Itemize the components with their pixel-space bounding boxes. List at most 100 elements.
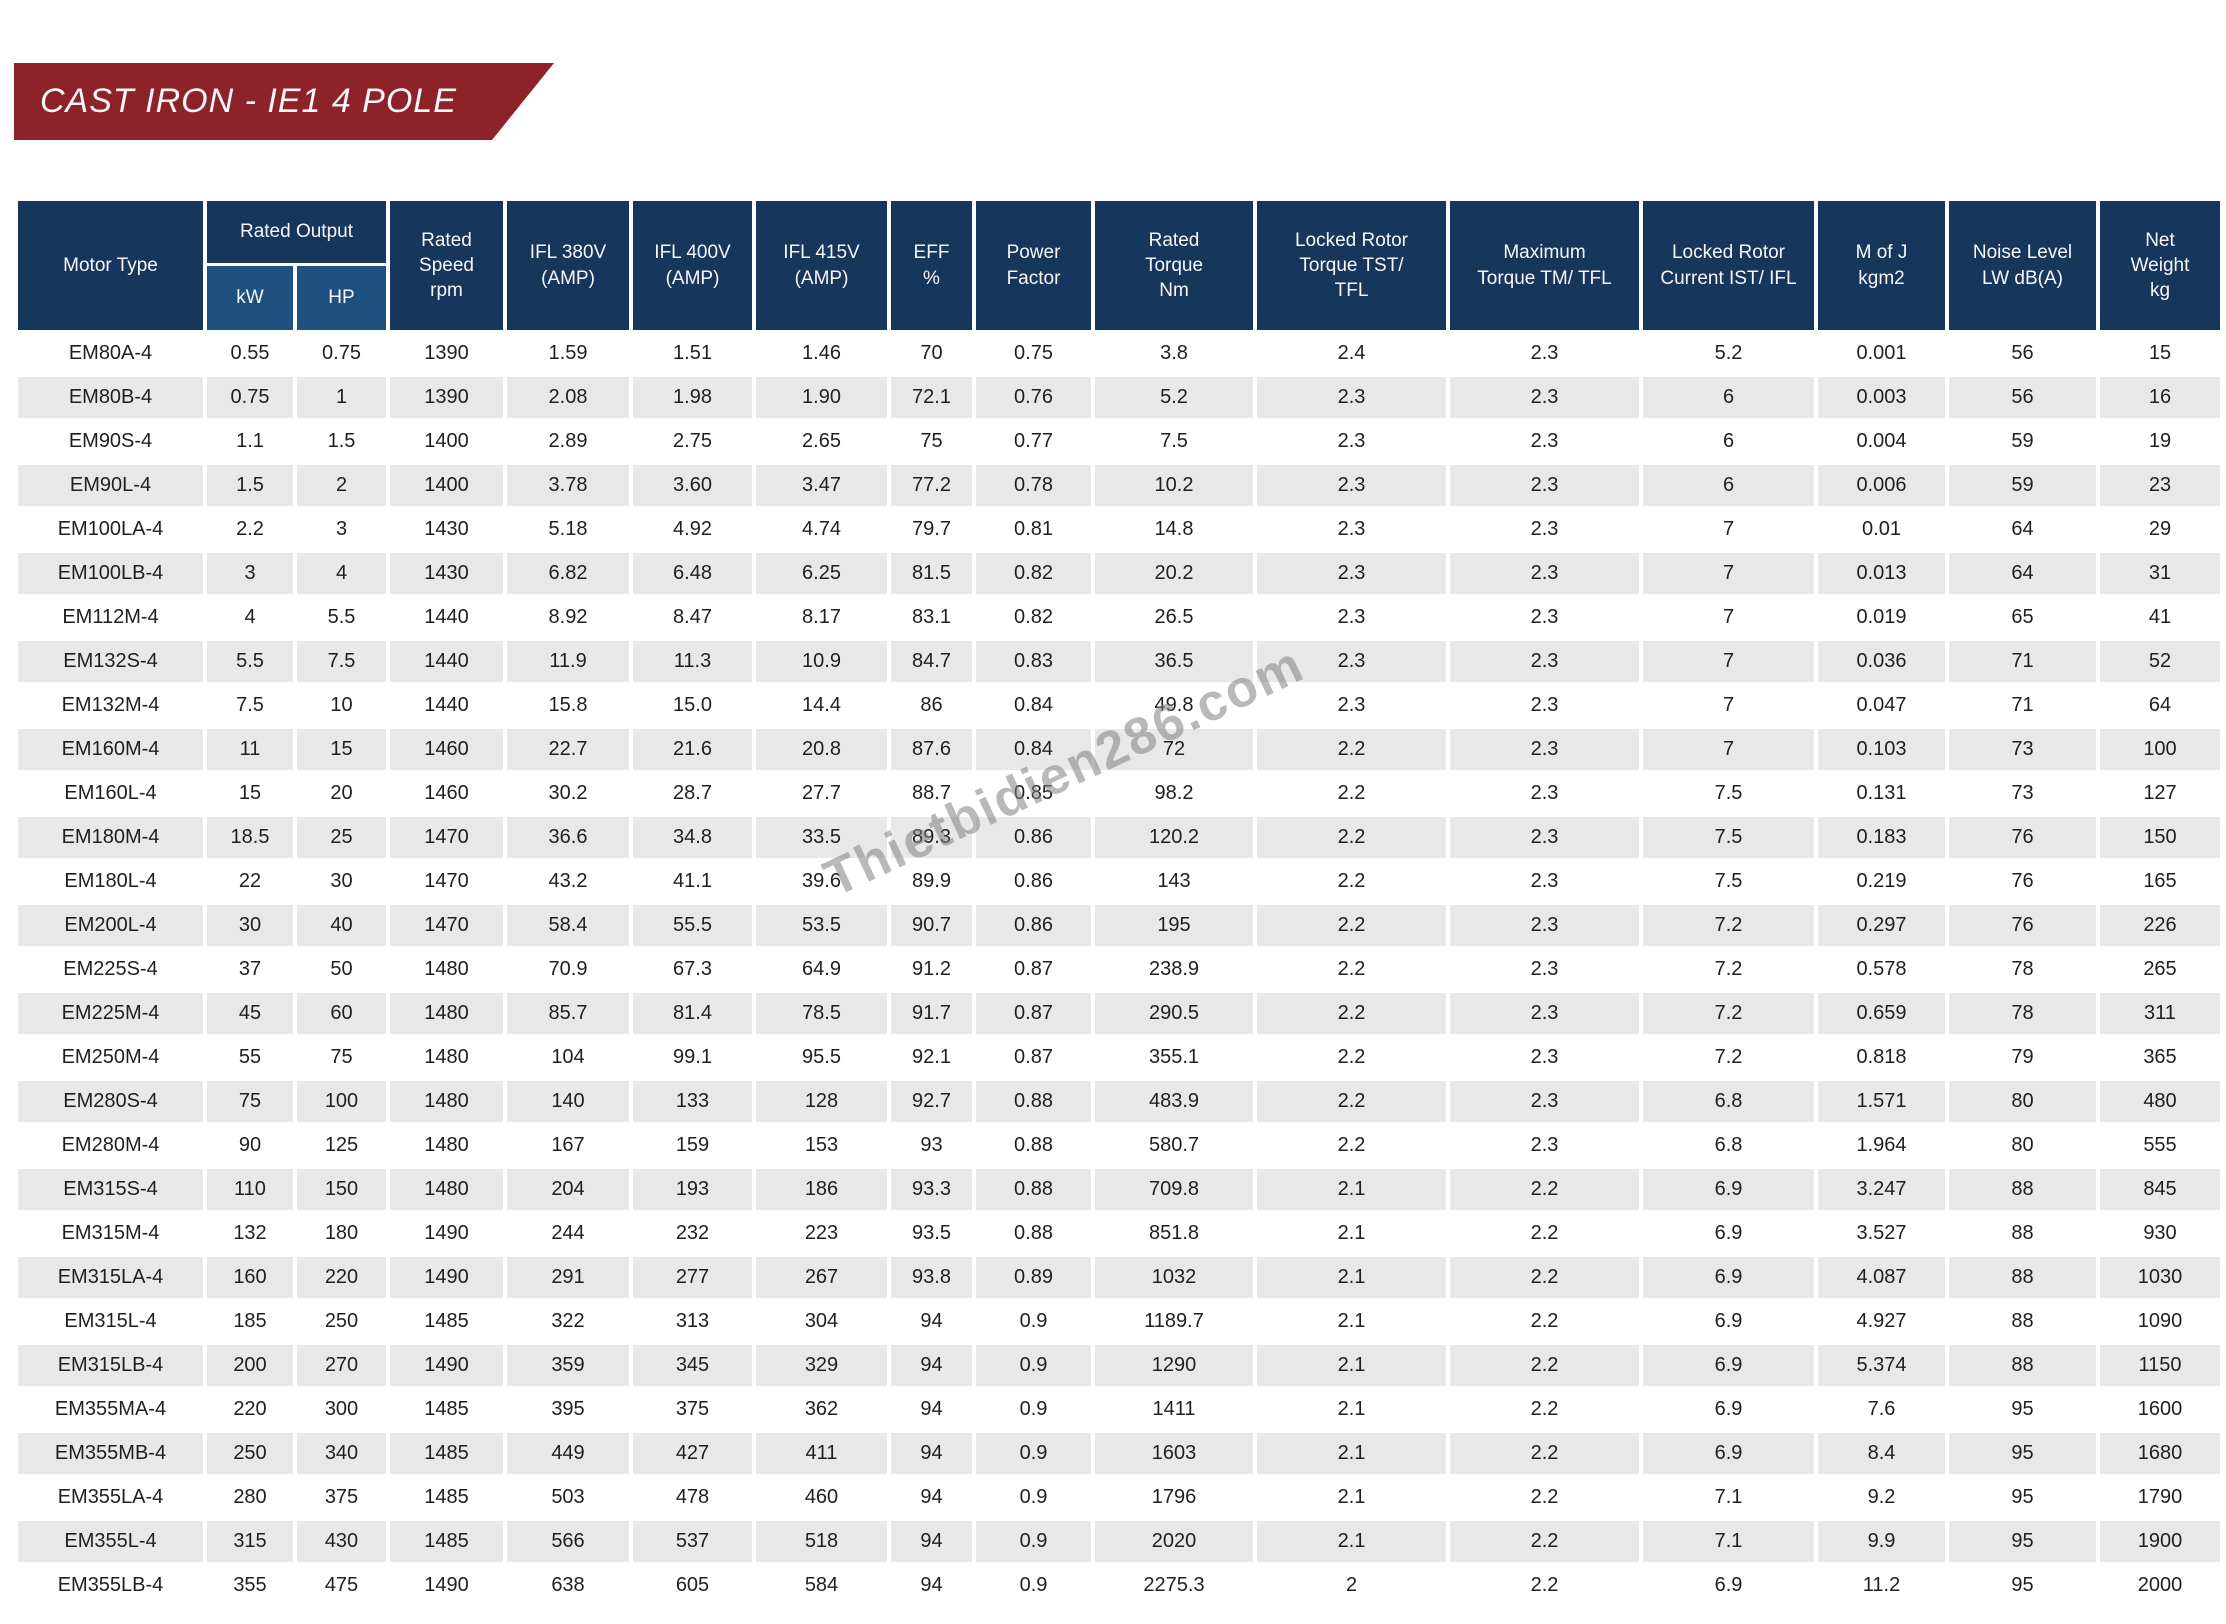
- motor-type-cell: EM80A-4: [18, 333, 203, 374]
- value-cell: 3: [297, 509, 386, 550]
- value-cell: 1485: [390, 1301, 503, 1342]
- value-cell: 22: [207, 861, 293, 902]
- value-cell: 11.3: [633, 641, 752, 682]
- value-cell: 2.2: [207, 509, 293, 550]
- value-cell: 83.1: [891, 597, 972, 638]
- value-cell: 2: [1257, 1565, 1446, 1606]
- value-cell: 7: [1643, 553, 1814, 594]
- motor-type-cell: EM355MA-4: [18, 1389, 203, 1430]
- value-cell: 267: [756, 1257, 887, 1298]
- value-cell: 30.2: [507, 773, 629, 814]
- value-cell: 7: [1643, 729, 1814, 770]
- value-cell: 14.8: [1095, 509, 1253, 550]
- value-cell: 851.8: [1095, 1213, 1253, 1254]
- value-cell: 64.9: [756, 949, 887, 990]
- value-cell: 7: [1643, 641, 1814, 682]
- table-row: EM180L-4 22 30 1470 43.2 41.1 39.6 89.9 0.86 143 2…: [18, 861, 2220, 902]
- value-cell: 270: [297, 1345, 386, 1386]
- table-row: EM315L-4 185 250 1485 322 313 304 94 0.9 1189.7 2.…: [18, 1301, 2220, 1342]
- motor-type-cell: EM355MB-4: [18, 1433, 203, 1474]
- value-cell: 1480: [390, 1037, 503, 1078]
- value-cell: 6.9: [1643, 1301, 1814, 1342]
- value-cell: 76: [1949, 861, 2096, 902]
- value-cell: 78: [1949, 993, 2096, 1034]
- motor-type-cell: EM80B-4: [18, 377, 203, 418]
- value-cell: 30: [207, 905, 293, 946]
- value-cell: 411: [756, 1433, 887, 1474]
- value-cell: 475: [297, 1565, 386, 1606]
- value-cell: 9.9: [1818, 1521, 1945, 1562]
- value-cell: 100: [297, 1081, 386, 1122]
- value-cell: 2.3: [1450, 509, 1639, 550]
- value-cell: 56: [1949, 377, 2096, 418]
- value-cell: 3: [207, 553, 293, 594]
- value-cell: 1460: [390, 729, 503, 770]
- value-cell: 1480: [390, 1125, 503, 1166]
- motor-type-cell: EM315M-4: [18, 1213, 203, 1254]
- value-cell: 375: [297, 1477, 386, 1518]
- value-cell: 0.84: [976, 685, 1091, 726]
- value-cell: 2.3: [1257, 465, 1446, 506]
- value-cell: 36.5: [1095, 641, 1253, 682]
- value-cell: 3.60: [633, 465, 752, 506]
- motor-type-cell: EM200L-4: [18, 905, 203, 946]
- value-cell: 6: [1643, 421, 1814, 462]
- value-cell: 75: [207, 1081, 293, 1122]
- value-cell: 0.88: [976, 1125, 1091, 1166]
- value-cell: 359: [507, 1345, 629, 1386]
- value-cell: 2275.3: [1095, 1565, 1253, 1606]
- motor-type-cell: EM355L-4: [18, 1521, 203, 1562]
- value-cell: 2.2: [1450, 1345, 1639, 1386]
- motor-type-cell: EM180L-4: [18, 861, 203, 902]
- value-cell: 2.3: [1450, 993, 1639, 1034]
- value-cell: 9.2: [1818, 1477, 1945, 1518]
- value-cell: 94: [891, 1565, 972, 1606]
- table-row: EM355MB-4 250 340 1485 449 427 411 94 0.9 1603 2.1…: [18, 1433, 2220, 1474]
- value-cell: 88.7: [891, 773, 972, 814]
- value-cell: 93.8: [891, 1257, 972, 1298]
- value-cell: 1.51: [633, 333, 752, 374]
- value-cell: 0.82: [976, 597, 1091, 638]
- value-cell: 0.89: [976, 1257, 1091, 1298]
- value-cell: 0.88: [976, 1213, 1091, 1254]
- value-cell: 220: [297, 1257, 386, 1298]
- value-cell: 2.1: [1257, 1477, 1446, 1518]
- motor-type-cell: EM315LB-4: [18, 1345, 203, 1386]
- value-cell: 2.2: [1257, 1037, 1446, 1078]
- value-cell: 2.2: [1450, 1169, 1639, 1210]
- col-header-locked-rotor-torque: Locked Rotor Torque TST/ TFL: [1257, 201, 1446, 330]
- value-cell: 1485: [390, 1389, 503, 1430]
- table-row: EM355LA-4 280 375 1485 503 478 460 94 0.9 1796 2.1…: [18, 1477, 2220, 1518]
- motor-spec-table: Motor Type Rated Output Rated Speed rpm …: [14, 198, 2224, 1609]
- value-cell: 34.8: [633, 817, 752, 858]
- value-cell: 8.92: [507, 597, 629, 638]
- value-cell: 167: [507, 1125, 629, 1166]
- value-cell: 7: [1643, 509, 1814, 550]
- table-row: EM180M-4 18.5 25 1470 36.6 34.8 33.5 89.3 0.86 12…: [18, 817, 2220, 858]
- value-cell: 244: [507, 1213, 629, 1254]
- value-cell: 845: [2100, 1169, 2220, 1210]
- value-cell: 478: [633, 1477, 752, 1518]
- value-cell: 53.5: [756, 905, 887, 946]
- value-cell: 29: [2100, 509, 2220, 550]
- value-cell: 5.5: [297, 597, 386, 638]
- value-cell: 91.7: [891, 993, 972, 1034]
- value-cell: 1485: [390, 1521, 503, 1562]
- value-cell: 232: [633, 1213, 752, 1254]
- value-cell: 95: [1949, 1477, 2096, 1518]
- value-cell: 0.84: [976, 729, 1091, 770]
- value-cell: 33.5: [756, 817, 887, 858]
- value-cell: 73: [1949, 773, 2096, 814]
- value-cell: 2.2: [1257, 1125, 1446, 1166]
- table-row: EM132S-4 5.5 7.5 1440 11.9 11.3 10.9 84.7 0.83 36…: [18, 641, 2220, 682]
- value-cell: 31: [2100, 553, 2220, 594]
- value-cell: 0.131: [1818, 773, 1945, 814]
- value-cell: 15.8: [507, 685, 629, 726]
- table-row: EM112M-4 4 5.5 1440 8.92 8.47 8.17 83.1 0.82 26.5…: [18, 597, 2220, 638]
- col-header-motor-type: Motor Type: [18, 201, 203, 330]
- value-cell: 1600: [2100, 1389, 2220, 1430]
- value-cell: 1480: [390, 1081, 503, 1122]
- value-cell: 1290: [1095, 1345, 1253, 1386]
- value-cell: 0.88: [976, 1081, 1091, 1122]
- value-cell: 7.1: [1643, 1477, 1814, 1518]
